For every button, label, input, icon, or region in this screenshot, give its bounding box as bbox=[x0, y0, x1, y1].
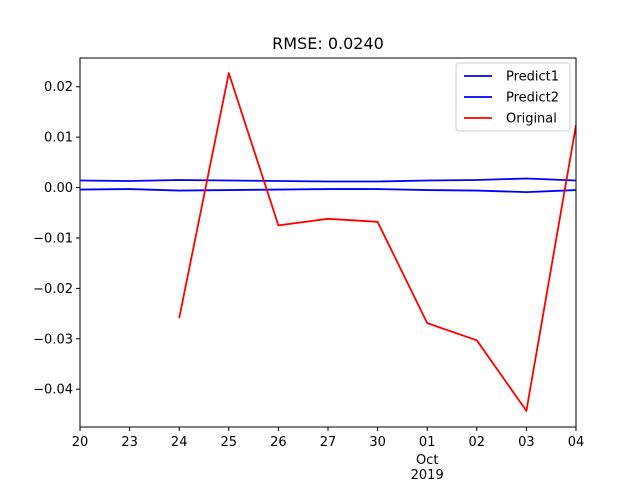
legend-label: Predict2 bbox=[506, 91, 559, 106]
x-tick-label: 20 bbox=[72, 435, 89, 450]
x-tick-label: 04 bbox=[568, 435, 585, 450]
y-tick-label: 0.00 bbox=[44, 181, 73, 196]
x-secondary-label: Oct bbox=[416, 453, 438, 468]
x-tick-label: 01 bbox=[419, 435, 436, 450]
series-layer bbox=[80, 72, 576, 412]
x-tick-label: 27 bbox=[320, 435, 337, 450]
series-line-predict2 bbox=[80, 188, 576, 193]
legend-label: Original bbox=[506, 112, 557, 127]
x-tick-label: 03 bbox=[518, 435, 535, 450]
y-tick-label: 0.02 bbox=[44, 80, 73, 95]
y-tick-label: 0.01 bbox=[44, 131, 73, 146]
legend-label: Predict1 bbox=[506, 70, 559, 85]
x-secondary-label: 2019 bbox=[411, 468, 444, 480]
legend-box bbox=[455, 62, 571, 132]
y-tick-label: −0.04 bbox=[33, 383, 73, 398]
series-line-predict1 bbox=[80, 177, 576, 183]
series-line-original bbox=[178, 72, 576, 412]
legend: Predict1 Predict2 Original bbox=[455, 62, 571, 132]
x-tick-label: 30 bbox=[369, 435, 386, 450]
x-tick-label: 23 bbox=[121, 435, 138, 450]
x-tick-label: 24 bbox=[171, 435, 188, 450]
y-tick-label: −0.02 bbox=[33, 282, 73, 297]
y-axis: 0.02 0.01 0.00 −0.01 −0.02 −0.03 −0.04 bbox=[33, 80, 80, 398]
x-tick-label: 26 bbox=[270, 435, 287, 450]
x-tick-label: 02 bbox=[469, 435, 486, 450]
y-tick-label: −0.03 bbox=[33, 332, 73, 347]
y-tick-label: −0.01 bbox=[33, 231, 73, 246]
x-tick-label: 25 bbox=[221, 435, 238, 450]
chart-title: RMSE: 0.0240 bbox=[272, 34, 384, 53]
